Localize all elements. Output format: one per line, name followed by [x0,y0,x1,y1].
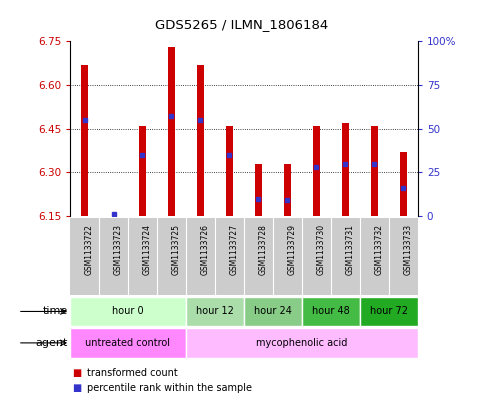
Text: mycophenolic acid: mycophenolic acid [256,338,348,348]
Bar [284,164,291,216]
Bar [313,126,320,216]
Text: GSM1133729: GSM1133729 [287,224,297,275]
Text: hour 12: hour 12 [196,307,234,316]
Text: transformed count: transformed count [87,368,178,378]
Text: hour 0: hour 0 [112,307,144,316]
Bar [342,123,349,216]
Text: GDS5265 / ILMN_1806184: GDS5265 / ILMN_1806184 [155,18,328,31]
Bar [302,297,360,326]
Text: GSM1133728: GSM1133728 [258,224,268,275]
Text: GSM1133722: GSM1133722 [85,224,94,275]
Bar [186,328,418,358]
Text: GSM1133726: GSM1133726 [200,224,210,275]
Text: GSM1133725: GSM1133725 [171,224,181,275]
Text: GSM1133732: GSM1133732 [374,224,384,275]
Text: ■: ■ [72,383,82,393]
Text: time: time [43,307,68,316]
Bar [371,126,378,216]
Bar [255,164,262,216]
Text: hour 24: hour 24 [254,307,292,316]
Text: GSM1133723: GSM1133723 [114,224,123,275]
Bar [139,126,146,216]
Text: ■: ■ [72,368,82,378]
Text: untreated control: untreated control [85,338,170,348]
Text: GSM1133730: GSM1133730 [316,224,326,275]
Text: GSM1133724: GSM1133724 [142,224,152,275]
Bar [70,297,186,326]
Bar [168,47,175,216]
Text: GSM1133727: GSM1133727 [229,224,239,275]
Bar [244,297,302,326]
Text: agent: agent [35,338,68,348]
Text: percentile rank within the sample: percentile rank within the sample [87,383,252,393]
Text: GSM1133731: GSM1133731 [345,224,355,275]
Bar [400,152,407,216]
Text: GSM1133733: GSM1133733 [403,224,412,275]
Bar [70,328,186,358]
Bar [197,64,204,216]
Text: hour 48: hour 48 [312,307,350,316]
Bar [360,297,418,326]
Bar [186,297,244,326]
Bar [81,64,88,216]
Bar [226,126,233,216]
Text: hour 72: hour 72 [370,307,408,316]
